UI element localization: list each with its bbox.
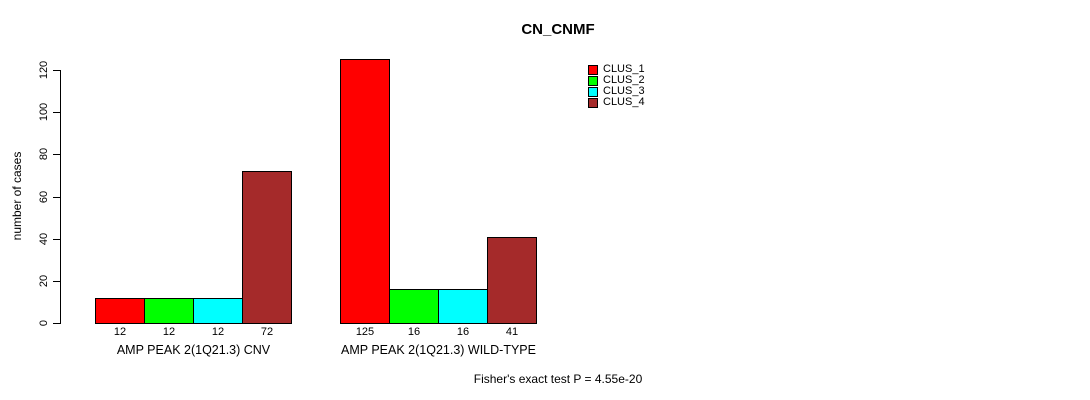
bar-value-label: 16	[407, 326, 421, 338]
y-axis-tick	[53, 154, 60, 155]
legend-swatch	[588, 86, 598, 97]
y-tick-label: 60	[38, 190, 50, 204]
bar	[487, 237, 537, 324]
y-axis-tick	[53, 197, 60, 198]
bar	[193, 298, 243, 324]
stat-annotation: Fisher's exact test P = 4.55e-20	[473, 372, 643, 386]
x-group-label: AMP PEAK 2(1Q21.3) WILD-TYPE	[341, 343, 536, 357]
bar	[144, 298, 194, 324]
legend-item: CLUS_2	[588, 75, 645, 86]
legend-item: CLUS_4	[588, 97, 645, 108]
legend-item: CLUS_1	[588, 64, 645, 75]
legend-label: CLUS_1	[603, 63, 645, 75]
legend-swatch	[588, 75, 598, 86]
y-tick-label: 100	[38, 102, 50, 122]
y-axis-tick	[53, 323, 60, 324]
bar	[242, 171, 292, 324]
bar	[340, 59, 390, 324]
legend-label: CLUS_4	[603, 96, 645, 108]
x-group-label: AMP PEAK 2(1Q21.3) CNV	[116, 343, 271, 357]
y-tick-label: 80	[38, 147, 50, 161]
bar	[95, 298, 145, 324]
legend-label: CLUS_2	[603, 74, 645, 86]
chart-title: CN_CNMF	[521, 21, 595, 38]
legend-swatch	[588, 97, 598, 108]
y-axis-tick	[53, 281, 60, 282]
bar-value-label: 41	[505, 326, 519, 338]
bar-value-label: 12	[211, 326, 225, 338]
y-axis-tick	[53, 112, 60, 113]
bar-value-label: 72	[260, 326, 274, 338]
bar	[438, 289, 488, 324]
legend-swatch	[588, 64, 598, 75]
legend-item: CLUS_3	[588, 86, 645, 97]
y-axis-tick	[53, 70, 60, 71]
legend: CLUS_1 CLUS_2 CLUS_3 CLUS_4	[588, 64, 645, 108]
bar	[389, 289, 439, 324]
bar-value-label: 12	[162, 326, 176, 338]
bar-value-label: 16	[456, 326, 470, 338]
y-tick-label: 20	[38, 274, 50, 288]
bar-value-label: 12	[113, 326, 127, 338]
y-axis-tick	[53, 239, 60, 240]
legend-label: CLUS_3	[603, 85, 645, 97]
y-tick-label: 0	[38, 319, 50, 327]
y-tick-label: 120	[38, 60, 50, 80]
bar-value-label: 125	[355, 326, 375, 338]
y-axis-line	[60, 70, 61, 324]
y-tick-label: 40	[38, 232, 50, 246]
